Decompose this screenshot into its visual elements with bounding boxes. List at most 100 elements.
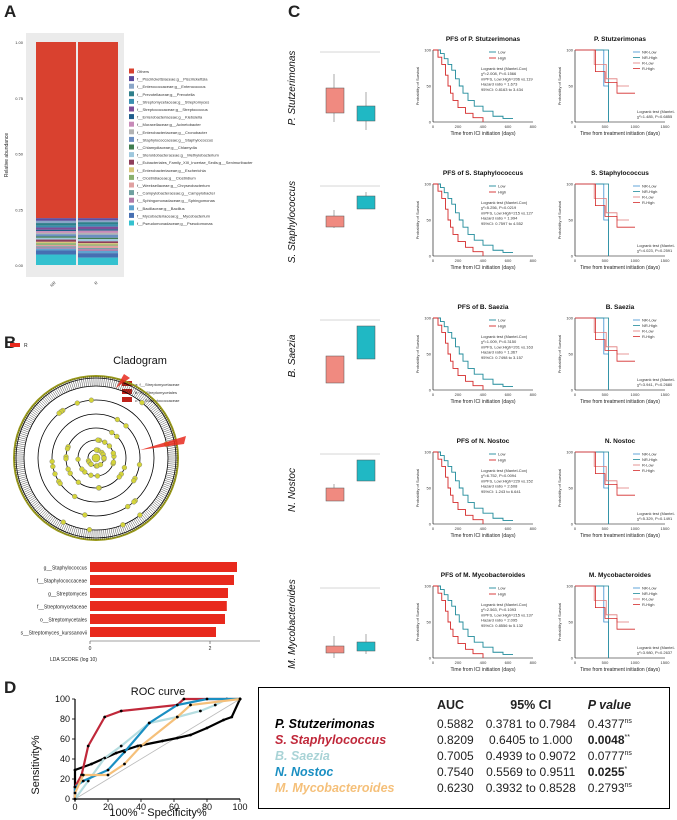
lda-bar [90,614,225,624]
km-x-tick: 800 [530,258,537,263]
cladogram-node [94,448,99,453]
cladogram-node [107,444,112,449]
grp-curve [575,586,635,629]
grp-x-tick: 1000 [631,258,641,263]
grp-legend-label: R-Low [642,61,654,66]
abundance-segment [78,220,118,222]
legend-label: f__Chlamydiaceae;g__Chlamydia [137,145,198,150]
roc-point [230,716,233,719]
roc-row-ci: 0.4939 to 0.9072 [480,748,582,764]
lda-bar [90,627,216,637]
roc-y-tick-label: 20 [60,774,70,784]
grp-y-tick: 100 [566,584,573,589]
grp-x-tick: 0 [574,124,577,129]
lda-bar-label: f__Streptomycetaceae [37,605,87,611]
abundance-segment [78,243,118,244]
cladogram-branch [31,408,39,414]
abundance-segment [78,239,118,241]
group-title: M. Mycobacteroides [589,572,652,579]
cladogram-branch [44,394,50,402]
cladogram-branch [168,449,178,450]
cladogram-branch [104,530,105,540]
roc-row-p: 0.2793ns [582,780,638,796]
cladogram-branch [28,499,36,505]
abundance-segment [78,229,118,230]
abundance-segment [36,234,76,236]
roc-row-ci: 0.3781 to 0.7984 [480,716,582,732]
group-label: R [93,280,99,286]
y-tick-label: 0.00 [15,263,24,268]
cladogram-branch [168,454,178,455]
abundance-segment [36,226,76,228]
roc-point [214,704,217,707]
grp-curve [575,318,635,361]
panel-letter-a: A [4,2,16,22]
grp-curve [575,184,635,227]
cladogram-branch [40,399,47,406]
cladogram-branch [43,513,49,521]
roc-p-value: 0.2793 [588,781,625,795]
cladogram-branch [157,415,166,420]
cladogram-branch [43,396,49,404]
grp-x-tick: 1500 [661,124,671,129]
grp-x-tick: 0 [574,526,577,531]
roc-x-tick-label: 100 [232,802,247,812]
row-label: S. Staphylococcus [287,181,298,263]
abundance-segment [36,247,76,248]
legend-swatch [129,205,134,210]
grp-ylabel: Probability of Survival [557,67,562,106]
y-tick-label: 0.25 [15,207,24,212]
roc-row-auc: 0.6230 [431,780,480,796]
cladogram-node [111,460,116,465]
km-x-tick: 800 [530,660,537,665]
grp-xlabel: Time from treatment initiation (days) [580,533,660,539]
grp-y-tick: 100 [566,316,573,321]
group-title: N. Nostoc [605,438,636,445]
roc-x-tick-label: 80 [202,802,212,812]
cladogram-branch [26,415,35,420]
cladogram-branch [34,405,42,411]
lda-bar [90,575,234,585]
km-y-tick: 100 [424,450,431,455]
cladogram-branch [51,389,56,397]
km-stat: 95%CI: 1.243 to 6.641 [481,489,522,494]
abundance-segment [36,255,76,265]
lda-tick-label: 2 [209,646,212,652]
km-curve-high [433,318,483,390]
grp-x-tick: 1000 [631,526,641,531]
roc-point [123,763,126,766]
cladogram-branch [151,505,159,511]
cladogram-node [89,462,94,467]
roc-point [82,774,85,777]
km-x-tick: 600 [505,392,512,397]
roc-point [199,710,202,713]
legend-swatch [129,167,134,172]
legend-label: f__Enterobacteriaceae;g__Klebsiella [137,115,203,120]
km-curve-high [433,184,483,256]
cladogram-branch [150,506,157,513]
km-x-tick: 200 [455,392,462,397]
clade-legend-label: a: f__Streptomycetaceae [135,382,180,387]
boxplot-high [357,326,375,359]
km-x-tick: 0 [432,124,435,129]
km-xlabel: Time from ICI initiation (days) [450,399,515,405]
km-legend-label: High [498,190,506,195]
abundance-segment [78,42,118,218]
boxplot-frame [310,38,390,138]
km-y-tick: 50 [427,486,432,491]
boxplot-high [357,460,375,481]
cladogram-branch [152,503,160,509]
km-ylabel: Probability of Survival [415,335,420,374]
cladogram-branch [44,514,50,522]
km-x-tick: 0 [432,526,435,531]
grp-x-tick: 0 [574,258,577,263]
roc-x-tick-label: 40 [136,802,146,812]
km-ylabel: Probability of Survival [415,603,420,642]
grp-x-tick: 1000 [631,660,641,665]
km-x-tick: 200 [455,124,462,129]
legend-label: f__Enterobacteriaceae;g__Cronobacter [137,130,208,135]
legend-label: f__Eubacteriales_Family_XIII_Incertae_Se… [137,160,253,165]
cladogram-branch [168,452,178,453]
km-x-tick: 600 [505,124,512,129]
